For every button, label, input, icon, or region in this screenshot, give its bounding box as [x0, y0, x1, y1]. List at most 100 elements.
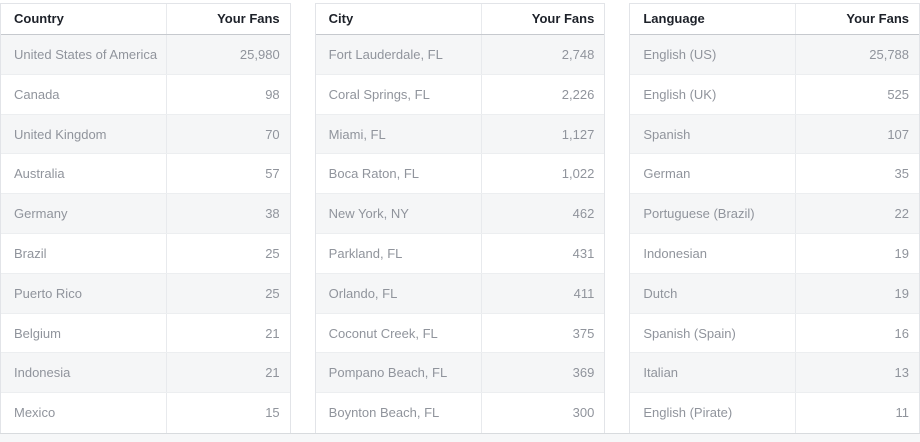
table-row: English (Pirate) 11 [630, 393, 920, 433]
row-label: Miami, FL [316, 114, 482, 154]
table-row: Australia 57 [1, 154, 290, 195]
row-label: Brazil [1, 233, 167, 273]
row-fan-count: 16 [894, 325, 910, 341]
table-row: Fort Lauderdale, FL 2,748 [315, 35, 605, 75]
row-fan-count: 25 [265, 245, 280, 261]
row-label: Dutch [630, 273, 797, 313]
fans-table-language: Language Your Fans English (US) 25,788 E… [629, 3, 920, 433]
row-label: Fort Lauderdale, FL [316, 35, 482, 74]
table-row: Pompano Beach, FL 369 [315, 353, 605, 394]
row-label: Germany [1, 194, 167, 233]
table-row: Coral Springs, FL 2,226 [315, 74, 605, 115]
table-row: Belgium 21 [1, 313, 290, 354]
table-row: Portuguese (Brazil) 22 [630, 194, 920, 234]
row-label: English (US) [630, 35, 797, 74]
row-label: Indonesian [630, 233, 797, 273]
fans-table-country: Country Your Fans United States of Ameri… [0, 3, 291, 433]
table-row: German 35 [630, 154, 920, 195]
column-header-your-fans: Your Fans [531, 11, 595, 26]
row-label: English (Pirate) [630, 393, 797, 433]
row-fan-count: 431 [572, 245, 595, 261]
row-fan-count: 375 [572, 325, 595, 341]
row-label: United States of America [1, 35, 167, 74]
row-fan-count: 38 [265, 206, 280, 222]
row-label: New York, NY [316, 194, 482, 233]
table-row: Boynton Beach, FL 300 [315, 393, 605, 433]
table-row: Germany 38 [1, 194, 290, 234]
row-fan-count: 2,748 [561, 47, 595, 62]
table-row: Miami, FL 1,127 [315, 114, 605, 155]
row-fan-count: 57 [265, 166, 280, 182]
table-header-row: Country Your Fans [1, 4, 290, 35]
table-row: Dutch 19 [630, 273, 920, 314]
row-label: Mexico [1, 393, 167, 433]
row-label: English (UK) [630, 74, 797, 114]
table-row: English (US) 25,788 [630, 35, 920, 75]
row-label: German [630, 154, 797, 194]
row-fan-count: 11 [895, 405, 910, 421]
row-fan-count: 411 [573, 285, 595, 301]
table-row: Puerto Rico 25 [1, 273, 290, 314]
table-row: Indonesian 19 [630, 233, 920, 274]
row-fan-count: 15 [265, 405, 280, 421]
table-body: United States of America 25,980 Canada 9… [1, 35, 290, 433]
table-header-row: City Your Fans [315, 4, 605, 35]
row-fan-count: 98 [265, 86, 280, 102]
row-fan-count: 1,127 [561, 126, 595, 142]
table-row: English (UK) 525 [630, 74, 920, 115]
table-row: Spanish (Spain) 16 [630, 313, 920, 354]
table-row: Indonesia 21 [1, 353, 290, 394]
column-header-your-fans: Your Fans [217, 11, 280, 26]
fans-table-city: City Your Fans Fort Lauderdale, FL 2,748… [314, 3, 606, 433]
row-label: Parkland, FL [316, 233, 482, 273]
row-fan-count: 1,022 [561, 166, 595, 182]
row-fan-count: 21 [265, 365, 280, 381]
table-row: Spanish 107 [630, 114, 920, 155]
row-fan-count: 2,226 [561, 86, 595, 102]
table-row: Canada 98 [1, 74, 290, 115]
row-label: Orlando, FL [316, 273, 482, 313]
row-fan-count: 525 [887, 86, 910, 102]
column-header-your-fans: Your Fans [846, 11, 910, 26]
table-body: English (US) 25,788 English (UK) 525 Spa… [630, 35, 920, 433]
row-fan-count: 369 [572, 365, 595, 381]
table-row: Parkland, FL 431 [315, 233, 605, 274]
row-label: Coral Springs, FL [316, 74, 482, 114]
table-row: Orlando, FL 411 [315, 273, 605, 314]
row-label: Belgium [1, 313, 167, 353]
column-header-category: Language [630, 4, 797, 34]
table-row: Coconut Creek, FL 375 [315, 313, 605, 354]
column-header-category: Country [1, 4, 167, 34]
row-fan-count: 35 [894, 166, 910, 182]
table-body: Fort Lauderdale, FL 2,748 Coral Springs,… [315, 35, 605, 433]
row-label: Portuguese (Brazil) [630, 194, 797, 233]
row-fan-count: 21 [265, 325, 280, 341]
row-fan-count: 22 [894, 206, 910, 222]
table-row: United Kingdom 70 [1, 114, 290, 155]
row-fan-count: 25 [265, 285, 280, 301]
row-label: United Kingdom [1, 114, 167, 154]
row-label: Pompano Beach, FL [316, 353, 482, 393]
row-fan-count: 25,980 [239, 47, 280, 62]
row-fan-count: 25,788 [869, 47, 910, 62]
table-row: United States of America 25,980 [1, 35, 290, 75]
row-label: Spanish (Spain) [630, 313, 797, 353]
row-fan-count: 13 [894, 365, 910, 381]
fans-tables-container: Country Your Fans United States of Ameri… [0, 3, 920, 433]
row-label: Coconut Creek, FL [316, 313, 482, 353]
row-label: Australia [1, 154, 167, 194]
row-label: Indonesia [1, 353, 167, 393]
row-label: Boynton Beach, FL [316, 393, 482, 433]
row-fan-count: 300 [572, 405, 595, 421]
table-row: New York, NY 462 [315, 194, 605, 234]
table-row: Boca Raton, FL 1,022 [315, 154, 605, 195]
row-label: Puerto Rico [1, 273, 167, 313]
row-fan-count: 19 [894, 245, 910, 261]
row-fan-count: 19 [894, 285, 910, 301]
row-fan-count: 462 [572, 206, 595, 222]
row-label: Canada [1, 74, 167, 114]
table-header-row: Language Your Fans [630, 4, 920, 35]
row-fan-count: 70 [265, 126, 280, 142]
table-row: Brazil 25 [1, 233, 290, 274]
